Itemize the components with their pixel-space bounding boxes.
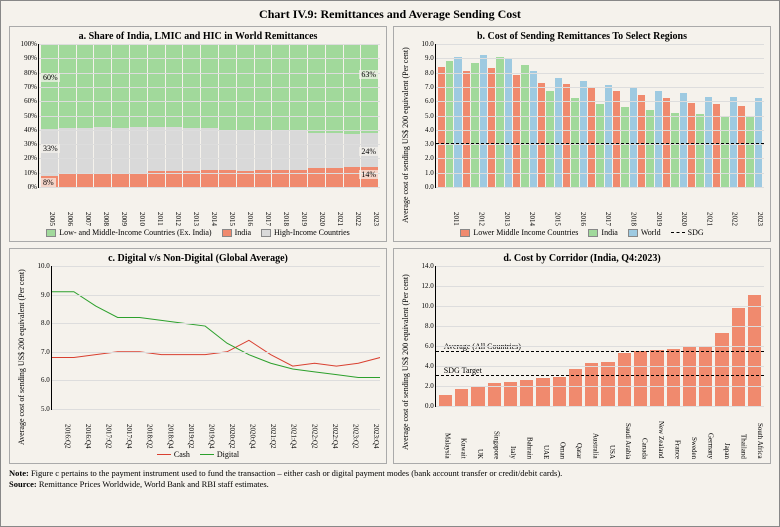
chart-grid: a. Share of India, LMIC and HIC in World…	[9, 26, 771, 464]
legend-label: India	[235, 228, 251, 237]
avg-line	[436, 351, 764, 352]
legend-label: Digital	[217, 450, 239, 459]
panel-b-ylabel: Average cost of sending US$ 200 equivale…	[400, 44, 413, 226]
panel-b-plot: 0.01.02.03.04.05.06.07.08.09.010.0	[435, 44, 764, 188]
sdg-target-line	[436, 375, 764, 376]
legend-label: Low- and Middle-Income Countries (Ex. In…	[59, 228, 211, 237]
note-text: Figure c pertains to the payment instrum…	[29, 468, 562, 478]
panel-a-legend: Low- and Middle-Income Countries (Ex. In…	[16, 228, 380, 237]
hic-swatch	[261, 229, 271, 237]
panel-b-legend: Lower Middle Income Countries India Worl…	[400, 228, 764, 237]
panel-d: d. Cost by Corridor (India, Q4:2023) Ave…	[393, 248, 771, 464]
source-text: Remittance Prices Worldwide, World Bank …	[37, 479, 269, 489]
world-swatch	[628, 229, 638, 237]
chart-title: Chart IV.9: Remittances and Average Send…	[9, 7, 771, 22]
india-swatch	[588, 229, 598, 237]
panel-b: b. Cost of Sending Remittances To Select…	[393, 26, 771, 242]
legend-label: Lower Middle Income Countries	[473, 228, 578, 237]
panel-c-ylabel: Average cost of sending US$ 200 equivale…	[16, 266, 29, 448]
legend-label: SDG	[688, 228, 704, 237]
panel-c-legend: Cash Digital	[16, 450, 380, 459]
footer-notes: Note: Figure c pertains to the payment i…	[9, 468, 771, 489]
panel-b-title: b. Cost of Sending Remittances To Select…	[400, 31, 764, 42]
digital-swatch	[200, 454, 214, 455]
india-swatch	[222, 229, 232, 237]
note-label: Note:	[9, 468, 29, 478]
panel-c-plot: 5.06.07.08.09.010.0	[51, 266, 380, 410]
legend-label: Cash	[174, 450, 190, 459]
lmic-swatch	[46, 229, 56, 237]
sdg-swatch	[671, 232, 685, 233]
panel-d-ylabel: Average cost of sending US$ 200 equivale…	[400, 266, 413, 459]
panel-a-title: a. Share of India, LMIC and HIC in World…	[16, 31, 380, 42]
panel-d-title: d. Cost by Corridor (India, Q4:2023)	[400, 253, 764, 264]
legend-label: World	[641, 228, 661, 237]
source-label: Source:	[9, 479, 37, 489]
panel-d-plot: Average (All Countries) SDG Target 0.02.…	[435, 266, 764, 407]
panel-a-plot: 0%10%20%30%40%50%60%70%80%90%100%60%33%8…	[38, 44, 380, 188]
legend-label: India	[601, 228, 617, 237]
cash-swatch	[157, 454, 171, 455]
panel-c-title: c. Digital v/s Non-Digital (Global Avera…	[16, 253, 380, 264]
legend-label: High-Income Countries	[274, 228, 350, 237]
panel-a: a. Share of India, LMIC and HIC in World…	[9, 26, 387, 242]
panel-c: c. Digital v/s Non-Digital (Global Avera…	[9, 248, 387, 464]
lmic-swatch	[460, 229, 470, 237]
